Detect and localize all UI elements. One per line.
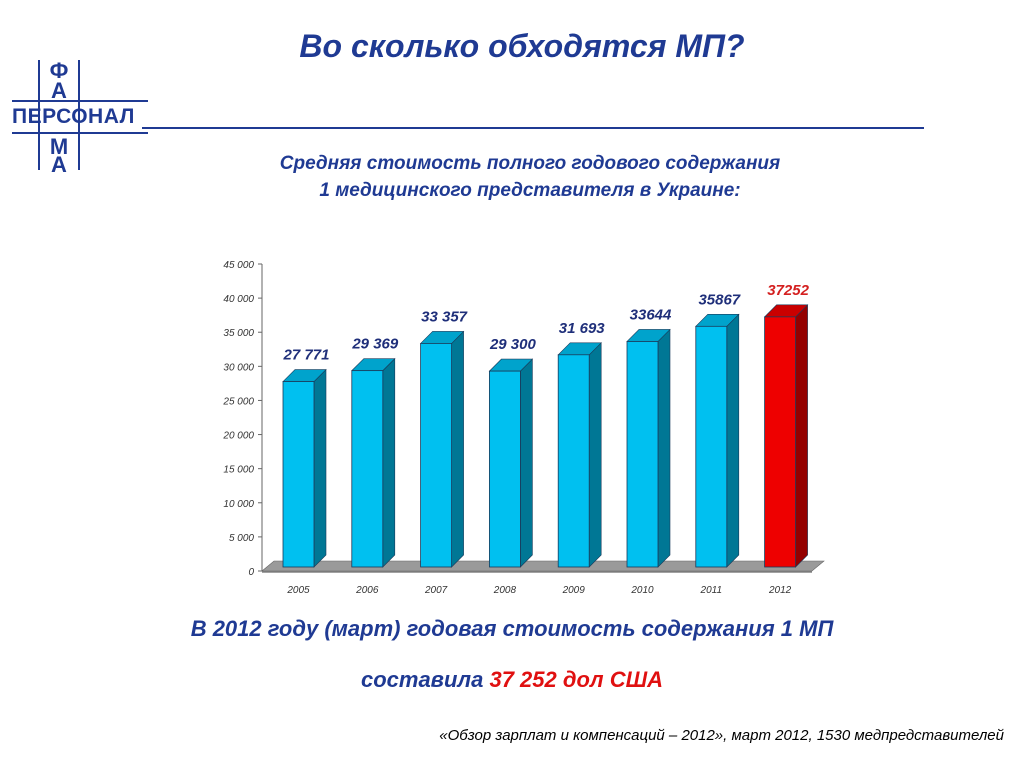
y-tick-label: 15 000 <box>223 465 254 476</box>
data-label: 29 369 <box>351 336 399 353</box>
x-tick-label: 2012 <box>768 585 792 596</box>
y-tick-label: 30 000 <box>223 362 254 373</box>
subtitle-line-2: 1 медицинского представителя в Украине: <box>319 180 741 201</box>
logo-letter-2: А <box>51 78 67 103</box>
conclusion-highlight-value: 37 252 <box>489 667 557 692</box>
chart-floor <box>261 560 825 572</box>
y-tick-label: 25 000 <box>222 396 254 407</box>
bar <box>488 370 521 568</box>
logo-letter-4: А <box>51 152 67 177</box>
conclusion-highlight-unit: дол США <box>562 667 664 692</box>
data-label: 37252 <box>767 282 809 299</box>
logo-vertical-line-left <box>38 60 40 170</box>
logo-letter-1: Ф <box>49 58 69 83</box>
conclusion-line-2: составила 37 252 дол США <box>0 667 1024 693</box>
x-tick-label: 2007 <box>424 585 448 596</box>
bar <box>351 370 384 568</box>
cost-bar-chart: 0 5 000 10 000 15 000 20 000 25 000 30 000 35 0… <box>222 260 825 596</box>
y-tick-label: 0 <box>248 567 254 578</box>
x-tick-label: 2010 <box>630 585 654 596</box>
x-tick-label: 2009 <box>562 585 586 596</box>
bar <box>557 354 590 568</box>
conclusion-line-1: В 2012 году (март) годовая стоимость сод… <box>190 616 834 641</box>
logo-letter-3: М <box>49 134 69 159</box>
bar <box>695 325 728 568</box>
y-tick-label: 45 000 <box>223 260 254 271</box>
fama-personal-logo: Ф А ПЕРСОНАЛ М А <box>8 58 150 177</box>
x-tick-label: 2008 <box>493 585 517 596</box>
data-label: 27 771 <box>283 347 330 364</box>
bar-side <box>520 358 533 568</box>
y-tick-label: 20 000 <box>222 431 254 442</box>
header-divider <box>142 127 924 129</box>
bar-side <box>726 313 740 568</box>
slide-subtitle: Средняя стоимость полного годового содер… <box>130 150 930 204</box>
data-label: 29 300 <box>489 336 537 353</box>
conclusion-prefix: составила <box>360 667 484 692</box>
bar <box>764 316 796 568</box>
bar <box>420 343 453 568</box>
logo-horizontal-line-bottom <box>12 132 148 134</box>
logo-horizontal-line-top <box>12 100 148 102</box>
data-label: 35867 <box>698 291 740 308</box>
bar-side <box>313 368 327 568</box>
slide-title: Во сколько обходятся МП? <box>299 28 745 64</box>
bar-side <box>657 328 671 568</box>
x-tick-label: 2011 <box>700 585 723 596</box>
y-tick-label: 40 000 <box>223 294 254 305</box>
logo-vertical-line-right <box>78 60 80 170</box>
data-label: 31 693 <box>559 320 606 337</box>
bar-side <box>795 304 808 568</box>
y-tick-label: 35 000 <box>223 328 254 339</box>
bar-side <box>451 330 464 568</box>
data-label: 33 357 <box>421 308 468 325</box>
source-note: «Обзор зарплат и компенсаций – 2012», ма… <box>439 727 1004 744</box>
subtitle-line-1: Средняя стоимость полного годового содер… <box>279 153 781 174</box>
x-tick-label: 2006 <box>355 585 379 596</box>
x-tick-label: 2005 <box>286 585 310 596</box>
bar-side <box>588 342 602 568</box>
y-tick-label: 5 000 <box>229 533 254 544</box>
logo-word: ПЕРСОНАЛ <box>12 105 135 128</box>
bar <box>626 341 659 568</box>
bar-side <box>382 357 396 568</box>
bar <box>282 381 315 568</box>
data-label: 33644 <box>630 306 672 323</box>
y-tick-label: 10 000 <box>223 499 254 510</box>
